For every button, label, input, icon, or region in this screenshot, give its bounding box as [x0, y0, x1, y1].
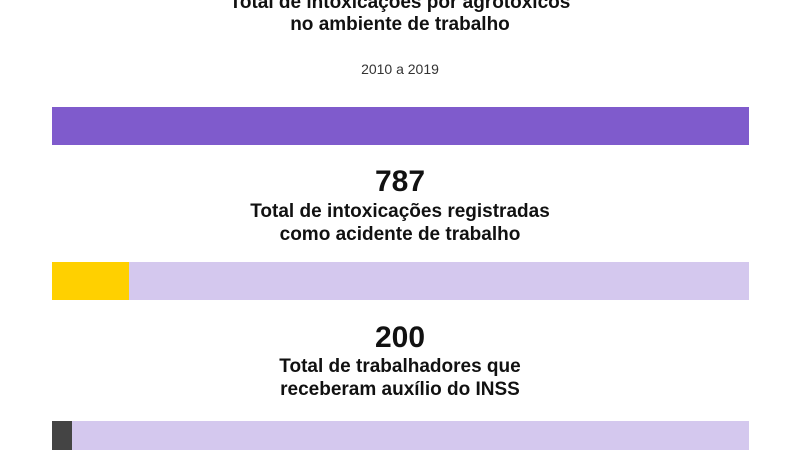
accident-label-line-1: Total de intoxicações registradas: [250, 201, 550, 222]
accident-label-line-2: como acidente de trabalho: [279, 224, 521, 245]
inss-label: Total de trabalhadores que receberam aux…: [0, 355, 800, 401]
inss-label-line-2: receberam auxílio do INSS: [280, 379, 520, 400]
title-line-2: no ambiente de trabalho: [290, 14, 510, 35]
inss-count: 200: [374, 321, 426, 354]
total-bar-fill: [52, 107, 749, 145]
period-label: 2010 a 2019: [361, 61, 439, 77]
inss-bar-fill: [52, 421, 72, 450]
accident-bar-track: [52, 262, 749, 300]
total-bar-track: [52, 107, 749, 145]
inss-label-line-1: Total de trabalhadores que: [279, 356, 521, 377]
accident-label: Total de intoxicações registradas como a…: [0, 200, 800, 246]
accident-count: 787: [374, 165, 426, 198]
accident-bar-fill: [52, 262, 129, 300]
inss-bar-track: [52, 421, 749, 450]
title-line-1: Total de intoxicações por agrotóxicos: [229, 0, 571, 13]
page-title: Total de intoxicações por agrotóxicos no…: [0, 0, 800, 36]
